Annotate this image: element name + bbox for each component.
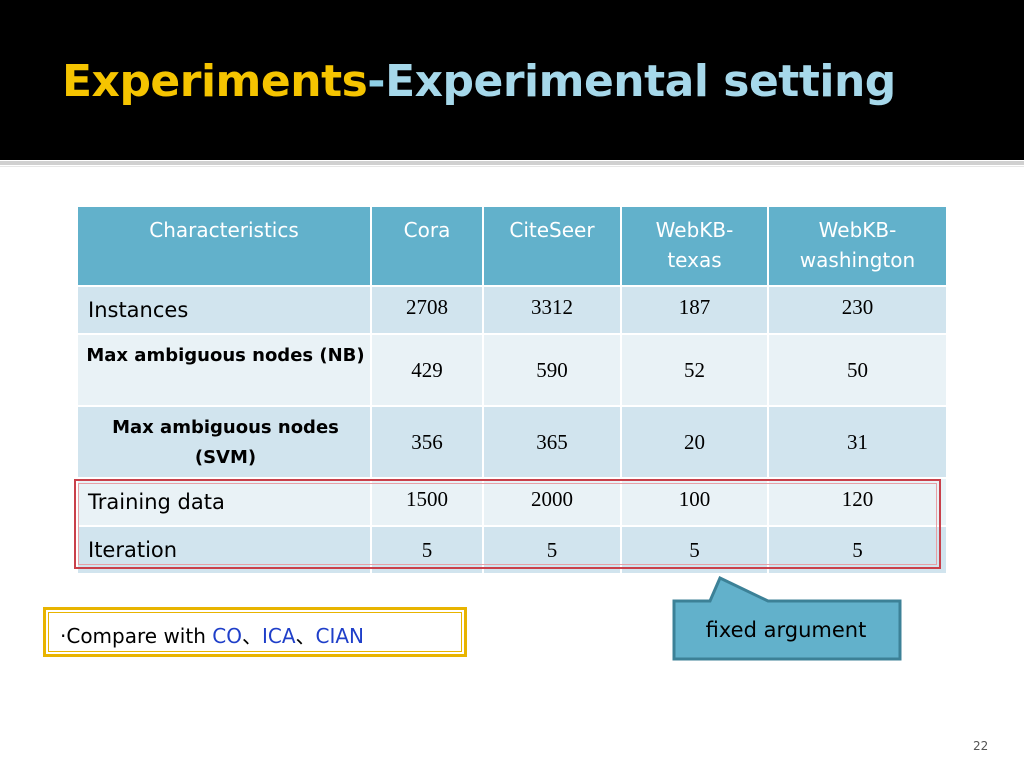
fixed-rows-highlight-inner — [78, 483, 937, 565]
table-row: Max ambiguous nodes (NB) 429 590 52 50 — [76, 333, 948, 407]
bullet-icon: ‧ — [60, 624, 67, 648]
cell-value: 5 — [370, 525, 484, 575]
cell-value: 230 — [767, 285, 948, 335]
cell-value: 5 — [767, 525, 948, 575]
method-separator: 、 — [295, 624, 316, 648]
table-row: Iteration 5 5 5 5 — [76, 525, 948, 575]
cell-value: 52 — [620, 333, 769, 407]
cell-value: 100 — [620, 477, 769, 527]
cell-value: 590 — [482, 333, 622, 407]
method-ica: ICA — [261, 624, 296, 648]
cell-value: 1500 — [370, 477, 484, 527]
compare-box — [43, 607, 467, 657]
cell-value: 187 — [620, 285, 769, 335]
title-separator: - — [367, 56, 386, 107]
characteristics-table: Characteristics Cora CiteSeer WebKB- tex… — [76, 205, 948, 575]
row-label: Instances — [76, 285, 372, 335]
method-co: CO — [212, 624, 242, 648]
row-label: Max ambiguous nodes (NB) — [76, 333, 372, 407]
cell-value: 356 — [370, 405, 484, 479]
cell-value: 429 — [370, 333, 484, 407]
method-separator: 、 — [241, 624, 262, 648]
header-webkb-washington: WebKB- washington — [767, 205, 948, 287]
cell-value: 5 — [482, 525, 622, 575]
cell-value: 365 — [482, 405, 622, 479]
header-webkb-texas: WebKB- texas — [620, 205, 769, 287]
compare-text: ‧Compare with CO、ICA、CIAN — [60, 620, 364, 649]
header-citeseer: CiteSeer — [482, 205, 622, 287]
table-header-row: Characteristics Cora CiteSeer WebKB- tex… — [76, 205, 948, 287]
callout-label: fixed argument — [705, 618, 867, 642]
row-label: Max ambiguous nodes (SVM) — [76, 405, 372, 479]
title-divider — [0, 161, 1024, 165]
title-divider-thin — [0, 166, 1024, 167]
title-bar — [0, 0, 1024, 160]
table-row: Max ambiguous nodes (SVM) 356 365 20 31 — [76, 405, 948, 479]
row-label: Iteration — [76, 525, 372, 575]
fixed-rows-highlight — [74, 479, 941, 569]
cell-value: 2000 — [482, 477, 622, 527]
table-row: Instances 2708 3312 187 230 — [76, 285, 948, 335]
page-number: 22 — [973, 739, 989, 753]
header-cora: Cora — [370, 205, 484, 287]
cell-value: 2708 — [370, 285, 484, 335]
cell-value: 20 — [620, 405, 769, 479]
cell-value: 50 — [767, 333, 948, 407]
cell-value: 3312 — [482, 285, 622, 335]
method-cian: CIAN — [315, 624, 365, 648]
callout-shape — [672, 576, 902, 661]
compare-box-inner — [48, 612, 462, 652]
title-part1: Experiments — [62, 56, 368, 107]
slide-title: Experiments-Experimental setting — [62, 56, 896, 107]
compare-prefix: Compare with — [66, 624, 213, 648]
row-label: Training data — [76, 477, 372, 527]
title-part2: Experimental setting — [385, 56, 896, 107]
cell-value: 31 — [767, 405, 948, 479]
cell-value: 5 — [620, 525, 769, 575]
header-characteristics: Characteristics — [76, 205, 372, 287]
table-row: Training data 1500 2000 100 120 — [76, 477, 948, 527]
